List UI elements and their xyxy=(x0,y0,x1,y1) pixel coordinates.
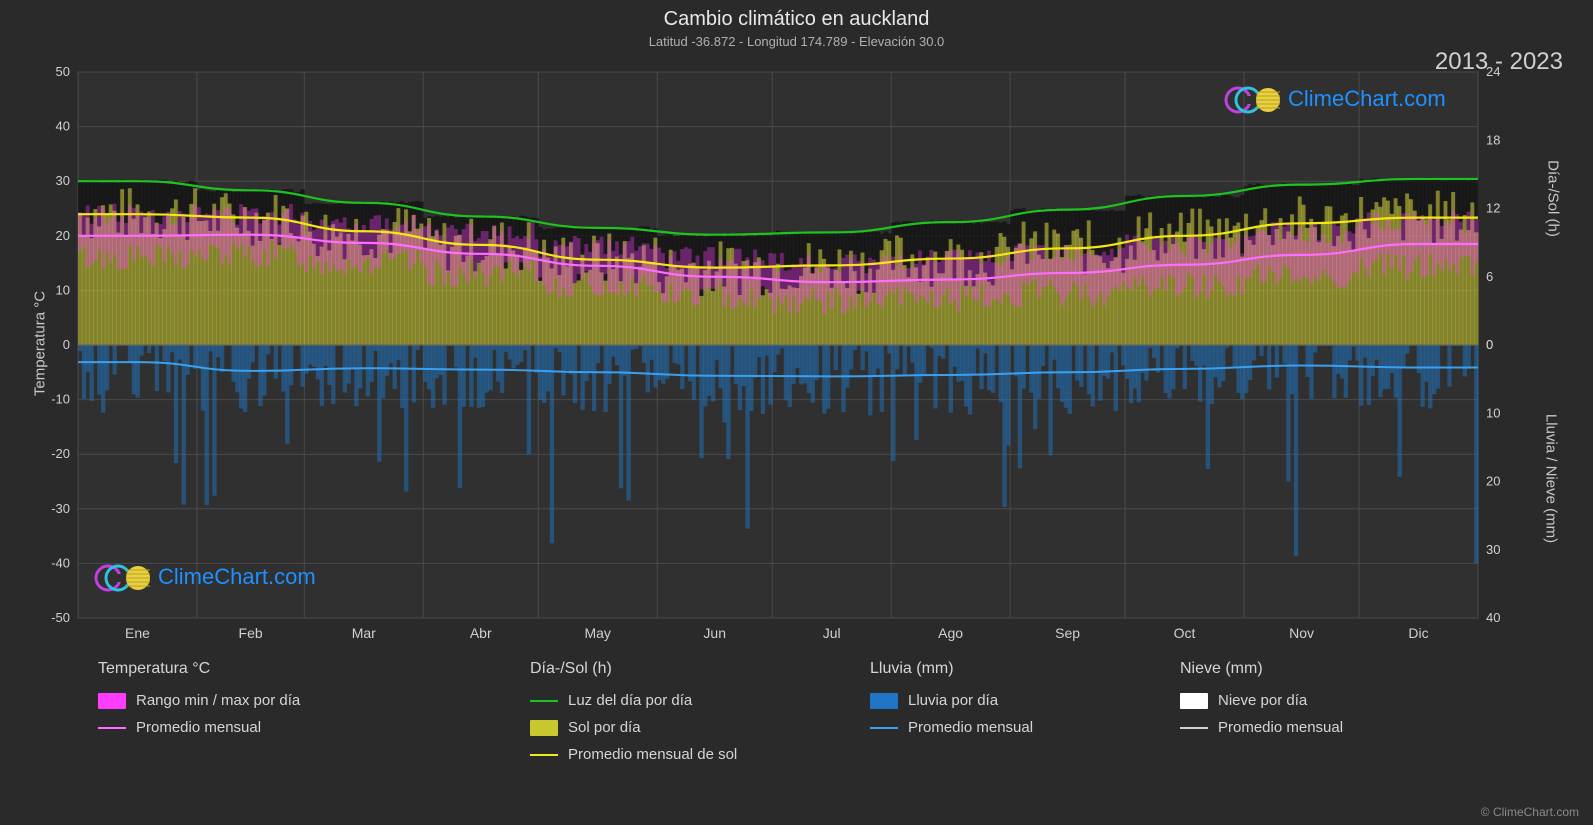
legend-heading-temp: Temperatura °C xyxy=(98,660,300,678)
y-right-bottom-tick: 30 xyxy=(1486,542,1500,557)
x-tick-month: Oct xyxy=(1174,625,1196,641)
legend-swatch xyxy=(530,700,558,702)
legend-label: Promedio mensual xyxy=(136,719,261,736)
legend-item-rain-0: Lluvia por día xyxy=(870,692,1033,709)
x-tick-month: Sep xyxy=(1055,625,1080,641)
y-left-tick: 40 xyxy=(56,119,70,134)
legend-swatch xyxy=(870,693,898,709)
y-right-bottom-tick: 0 xyxy=(1486,337,1493,352)
legend-swatch xyxy=(1180,727,1208,729)
legend-label: Promedio mensual xyxy=(1218,719,1343,736)
legend-label: Lluvia por día xyxy=(908,692,998,709)
y-left-tick: 0 xyxy=(63,337,70,352)
legend-label: Luz del día por día xyxy=(568,692,692,709)
legend-heading-rain: Lluvia (mm) xyxy=(870,660,1033,678)
y-left-tick: -30 xyxy=(51,501,70,516)
y-left-tick: 10 xyxy=(56,282,70,297)
legend-label: Sol por día xyxy=(568,719,641,736)
y-left-tick: 50 xyxy=(56,64,70,79)
legend-label: Promedio mensual xyxy=(908,719,1033,736)
y-left-tick: 30 xyxy=(56,173,70,188)
x-tick-month: Mar xyxy=(352,625,376,641)
y-right-bottom-axis-label: Lluvia / Nieve (mm) xyxy=(1543,379,1560,579)
y-right-bottom-tick: 10 xyxy=(1486,405,1500,420)
watermark-text: ClimeChart.com xyxy=(1288,86,1446,111)
x-tick-month: Ago xyxy=(938,625,963,641)
y-right-top-tick: 12 xyxy=(1486,201,1500,216)
legend-item-daysun-2: Promedio mensual de sol xyxy=(530,746,737,763)
y-left-tick: -40 xyxy=(51,555,70,570)
legend-rain: Lluvia (mm) Lluvia por día Promedio mensu… xyxy=(870,660,1033,746)
copyright: © ClimeChart.com xyxy=(1481,805,1579,819)
y-left-tick: 20 xyxy=(56,228,70,243)
x-tick-month: Feb xyxy=(239,625,263,641)
legend-item-rain-1: Promedio mensual xyxy=(870,719,1033,736)
y-left-tick: -20 xyxy=(51,446,70,461)
y-right-top-axis-label: Día-/Sol (h) xyxy=(1545,129,1562,269)
x-tick-month: Jul xyxy=(823,625,841,641)
watermark-text: ClimeChart.com xyxy=(158,564,316,589)
legend-snow: Nieve (mm) Nieve por día Promedio mensual xyxy=(1180,660,1343,746)
x-tick-month: Abr xyxy=(470,625,492,641)
y-left-tick: -10 xyxy=(51,392,70,407)
y-right-top-tick: 18 xyxy=(1486,132,1500,147)
legend-label: Promedio mensual de sol xyxy=(568,746,737,763)
y-right-top-tick: 6 xyxy=(1486,269,1493,284)
x-tick-month: Jun xyxy=(703,625,726,641)
y-left-tick: -50 xyxy=(51,610,70,625)
legend-item-daysun-1: Sol por día xyxy=(530,719,737,736)
legend-item-temp-1: Promedio mensual xyxy=(98,719,300,736)
x-tick-month: May xyxy=(584,625,610,641)
legend-swatch xyxy=(1180,693,1208,709)
legend-swatch xyxy=(870,727,898,729)
legend-swatch xyxy=(530,754,558,756)
legend-swatch xyxy=(98,693,126,709)
legend-temperature: Temperatura °C Rango min / max por día Pr… xyxy=(98,660,300,746)
legend-item-temp-0: Rango min / max por día xyxy=(98,692,300,709)
x-tick-month: Nov xyxy=(1289,625,1314,641)
climate-chart: Cambio climático en auckland Latitud -36… xyxy=(0,0,1593,825)
legend-heading-snow: Nieve (mm) xyxy=(1180,660,1343,678)
x-tick-month: Dic xyxy=(1408,625,1428,641)
legend-swatch xyxy=(98,727,126,729)
y-left-axis-label: Temperatura °C xyxy=(32,274,49,414)
legend-label: Nieve por día xyxy=(1218,692,1307,709)
y-right-bottom-tick: 40 xyxy=(1486,610,1500,625)
legend-label: Rango min / max por día xyxy=(136,692,300,709)
legend-daysun: Día-/Sol (h) Luz del día por día Sol por … xyxy=(530,660,737,773)
legend-item-snow-0: Nieve por día xyxy=(1180,692,1343,709)
legend-heading-daysun: Día-/Sol (h) xyxy=(530,660,737,678)
y-right-top-tick: 24 xyxy=(1486,64,1500,79)
x-tick-month: Ene xyxy=(125,625,150,641)
y-right-bottom-tick: 20 xyxy=(1486,474,1500,489)
legend-item-snow-1: Promedio mensual xyxy=(1180,719,1343,736)
legend-item-daysun-0: Luz del día por día xyxy=(530,692,737,709)
legend-swatch xyxy=(530,720,558,736)
